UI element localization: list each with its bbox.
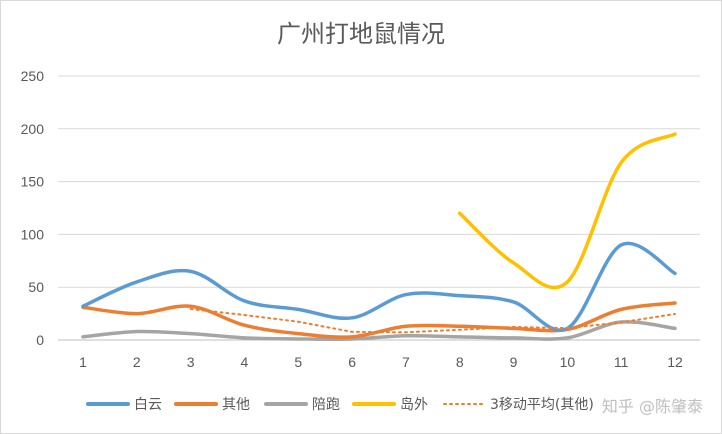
x-tick-label: 2 xyxy=(133,354,141,370)
chart-title: 广州打地鼠情况 xyxy=(277,20,445,48)
x-tick-label: 8 xyxy=(456,354,464,370)
x-axis-ticks: 1 2 3 4 5 6 7 8 9 10 11 12 xyxy=(79,354,683,370)
legend-label: 陪跑 xyxy=(312,397,340,413)
series-line-1 xyxy=(81,301,677,339)
series-line-0 xyxy=(81,241,677,332)
series-line-3 xyxy=(457,132,677,290)
legend-label: 岛外 xyxy=(400,397,428,413)
watermark-text: 知乎 @陈肇泰 xyxy=(602,397,703,416)
legend-label: 其他 xyxy=(222,397,250,413)
y-tick-label: 200 xyxy=(21,121,45,137)
x-tick-label: 5 xyxy=(294,354,302,370)
y-tick-label: 50 xyxy=(28,279,44,295)
y-tick-label: 250 xyxy=(21,68,45,84)
x-tick-label: 7 xyxy=(402,354,410,370)
y-tick-label: 0 xyxy=(36,332,44,348)
legend-label: 白云 xyxy=(134,397,162,413)
x-tick-label: 1 xyxy=(79,354,87,370)
y-tick-label: 150 xyxy=(21,174,45,190)
x-tick-label: 3 xyxy=(187,354,195,370)
legend: 白云 其他 陪跑 岛外 3移动平均(其他) xyxy=(86,397,594,413)
x-tick-label: 11 xyxy=(614,354,629,370)
x-tick-label: 12 xyxy=(667,354,683,370)
x-tick-label: 10 xyxy=(560,354,576,370)
series-line-2 xyxy=(81,320,677,341)
x-tick-label: 6 xyxy=(348,354,356,370)
x-tick-label: 9 xyxy=(510,354,518,370)
x-tick-label: 4 xyxy=(241,354,249,370)
y-axis-ticks: 0 50 100 150 200 250 xyxy=(21,68,45,348)
y-tick-label: 100 xyxy=(21,226,45,242)
legend-label: 3移动平均(其他) xyxy=(490,397,594,413)
series-lines xyxy=(81,132,677,341)
